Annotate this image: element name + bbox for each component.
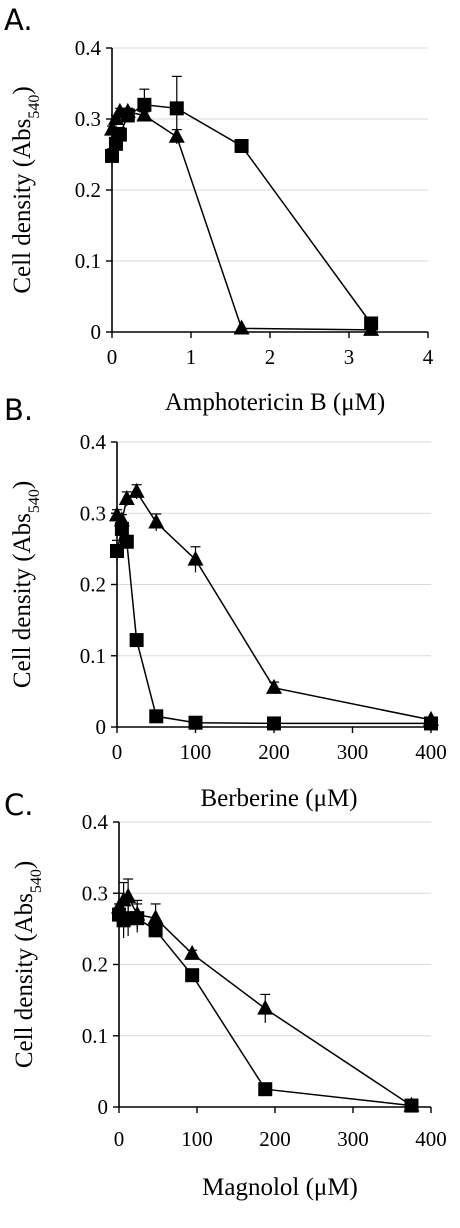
y-tick-label: 0.3 [80,501,106,525]
y-axis-title: Cell density (Abs540) [9,86,43,293]
y-axis-title-tail: ) [9,481,36,489]
y-tick-label: 0 [91,320,102,344]
series-1 [110,521,438,731]
y-tick-label: 0.3 [82,881,108,905]
data-point-triangle [184,944,201,960]
x-tick-label: 100 [180,740,212,764]
y-tick-label: 0.2 [75,178,101,202]
y-axis-title-subscript: 540 [26,95,43,119]
data-point-square [258,1082,273,1097]
panel-letter: B. [4,393,33,427]
data-point-triangle [363,320,380,336]
data-point-square [105,148,119,163]
data-point-triangle [147,909,164,925]
x-tick-label: 300 [337,1127,369,1151]
data-point-triangle [119,102,136,118]
data-point-square [234,138,249,153]
data-point-square [267,716,281,731]
y-axis-title-tail: ) [9,86,36,94]
data-point-square [169,101,184,116]
series-line [111,104,372,324]
y-tick-label: 0.2 [80,573,106,597]
x-tick-label: 100 [181,1127,213,1151]
data-point-triangle [120,887,137,903]
panel-letter: C. [4,788,33,822]
data-point-triangle [113,511,130,527]
y-tick-label: 0.4 [75,36,102,60]
chart-panel-1: A. 0 0.1 0.2 0.3 0.4 0 1 2 3 4 Amphotericin B (μM) C… [4,3,434,416]
y-tick-label: 0 [96,715,107,739]
chart-panel-2: B. 0 0.1 0.2 0.3 0.4 0 100 200 300 400 Berberine (μ… [4,393,447,812]
data-point-square [188,715,203,730]
series-line [116,526,431,725]
data-point-square [119,534,134,549]
x-tick-label: 200 [259,1127,291,1151]
data-point-triangle [104,120,120,136]
y-axis-title: Cell density (Abs540) [9,481,43,688]
x-tick-label: 0 [114,1127,125,1151]
data-point-square [137,97,152,112]
y-tick-label: 0.1 [75,249,101,273]
x-tick-label: 4 [423,345,434,369]
data-point-triangle [403,1096,420,1112]
x-axis-title: Amphotericin B (μM) [165,389,385,416]
series-2 [109,482,439,726]
y-axis-title: Cell density (Abs540) [11,861,45,1068]
data-point-square [129,633,144,648]
x-tick-label: 3 [344,345,355,369]
series-2 [104,102,380,336]
data-point-triangle [187,550,204,566]
y-tick-label: 0.1 [80,644,106,668]
y-axis-title-main: Cell density (Abs [9,513,36,688]
x-tick-label: 1 [186,345,197,369]
y-axis-title-main: Cell density (Abs [9,119,36,294]
y-tick-label: 0.4 [80,430,107,454]
data-point-triangle [257,999,274,1015]
y-axis-title-tail: ) [11,861,38,869]
x-tick-label: 400 [415,1127,447,1151]
data-point-triangle [423,710,439,726]
x-tick-label: 0 [107,345,118,369]
y-tick-label: 0 [98,1095,109,1119]
data-point-triangle [136,106,153,122]
x-tick-label: 0 [112,740,123,764]
y-axis-title-subscript: 540 [26,489,43,513]
x-tick-label: 400 [415,740,447,764]
series-2 [111,878,420,1112]
data-point-triangle [118,490,135,505]
data-point-triangle [168,127,185,143]
data-point-triangle [233,319,250,335]
x-tick-label: 200 [258,740,290,764]
x-tick-label: 300 [337,740,369,764]
data-point-square [149,709,164,724]
y-axis-title-main: Cell density (Abs [11,893,38,1068]
y-tick-label: 0.4 [82,810,109,834]
data-point-triangle [129,905,146,921]
data-point-square [185,968,200,983]
y-tick-label: 0.2 [82,953,108,977]
x-axis-title: Magnolol (μM) [202,1174,358,1201]
y-axis-title-subscript: 540 [28,869,45,893]
x-axis-title: Berberine (μM) [200,785,357,812]
y-tick-label: 0.1 [82,1024,108,1048]
data-point-triangle [148,513,165,529]
data-point-triangle [266,678,282,694]
y-tick-label: 0.3 [75,107,101,131]
data-point-triangle [128,482,145,498]
panel-letter: A. [4,3,33,37]
chart-panel-3: C. 0 0.1 0.2 0.3 0.4 0 100 200 300 400 Magnolol (μM… [4,788,447,1201]
x-tick-label: 2 [265,345,276,369]
